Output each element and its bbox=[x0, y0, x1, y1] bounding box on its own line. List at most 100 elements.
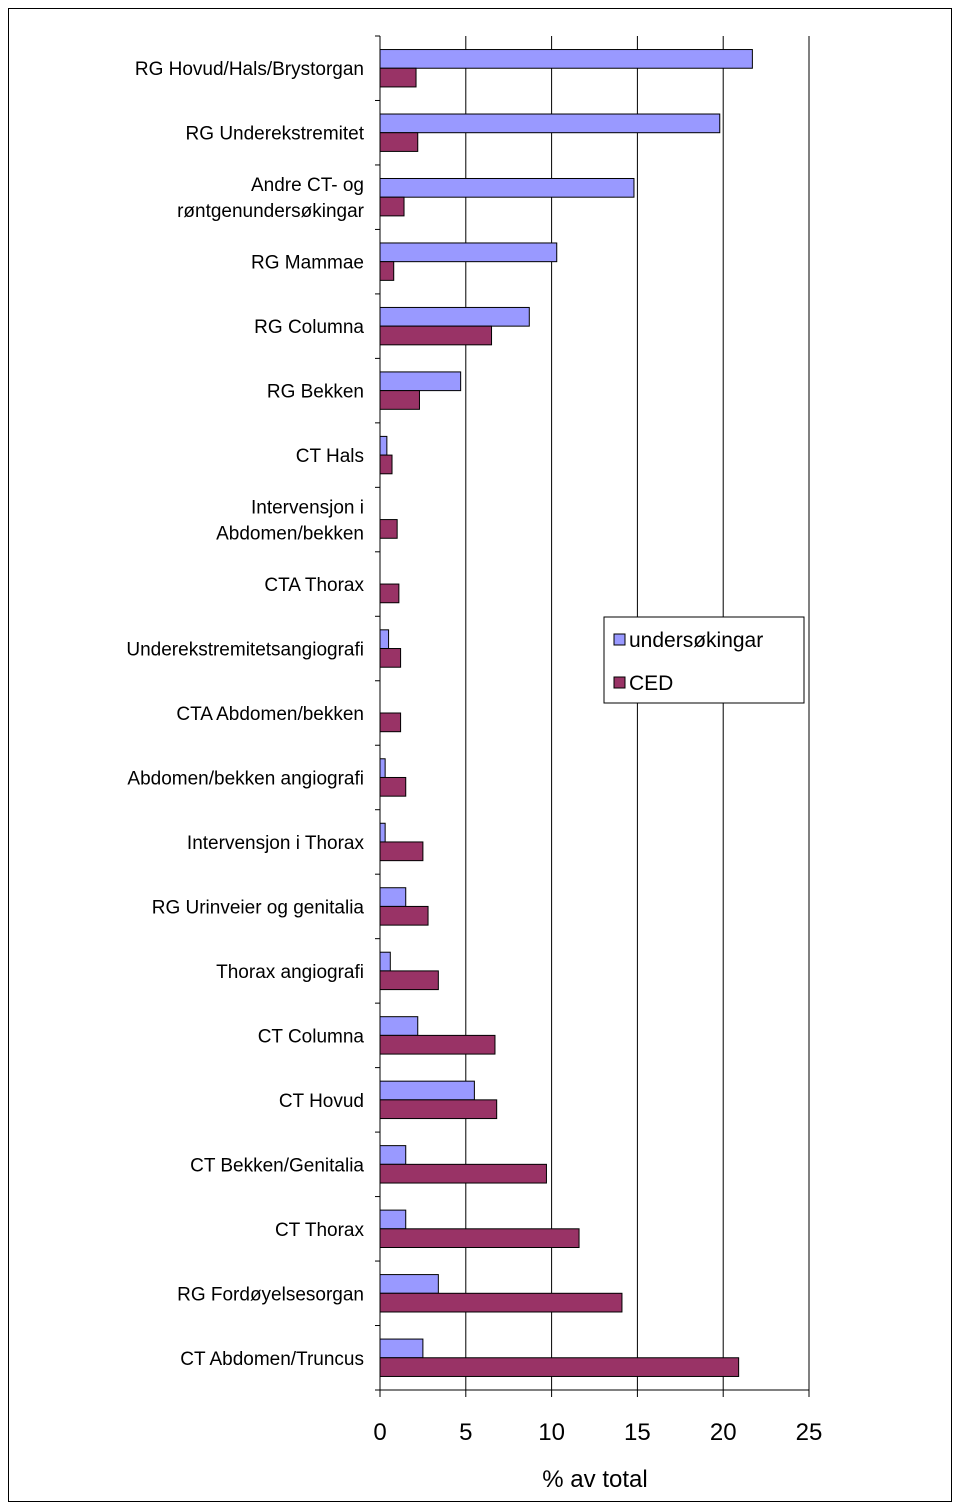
legend-box bbox=[603, 616, 805, 704]
bar-ced bbox=[379, 390, 420, 410]
chart-border bbox=[8, 8, 952, 1502]
bar-undersokingar bbox=[379, 49, 753, 69]
category-label: RG Underekstremitet bbox=[186, 124, 365, 145]
bar-undersokingar bbox=[379, 1338, 424, 1359]
bar-undersokingar bbox=[379, 1016, 419, 1036]
bar-ced bbox=[379, 970, 439, 991]
category-label: CTA Thorax bbox=[264, 575, 364, 596]
x-tick-label: 25 bbox=[796, 1419, 823, 1446]
category-label: CTA Abdomen/bekken bbox=[176, 704, 364, 725]
bar-ced bbox=[379, 261, 395, 281]
x-tick-label: 15 bbox=[624, 1419, 651, 1446]
category-label: CT Abdomen/Truncus bbox=[180, 1349, 364, 1370]
x-tick-label: 20 bbox=[710, 1419, 737, 1446]
bar-ced bbox=[379, 67, 417, 88]
category-label: Abdomen/bekken angiografi bbox=[127, 768, 364, 789]
bar-ced bbox=[379, 841, 424, 862]
category-label-line: RG Bekken bbox=[267, 382, 364, 403]
bar-undersokingar bbox=[379, 1274, 439, 1294]
bar-ced bbox=[379, 454, 393, 475]
bar-ced bbox=[379, 325, 493, 346]
category-label: CT Columna bbox=[258, 1026, 365, 1047]
bar-undersokingar bbox=[379, 1080, 475, 1101]
category-label: CT Hovud bbox=[279, 1091, 364, 1112]
category-label: RG Columna bbox=[254, 317, 364, 338]
legend-label-ced: CED bbox=[629, 672, 673, 695]
category-label-line: Abdomen/bekken angiografi bbox=[127, 768, 364, 789]
bar-ced bbox=[379, 1099, 498, 1120]
bar-ced bbox=[379, 905, 429, 926]
bar-ced bbox=[379, 583, 400, 604]
category-label: Andre CT- og røntgenundersøkingar bbox=[177, 175, 365, 222]
category-label-line: RG Underekstremitet bbox=[186, 124, 365, 145]
category-label: CT Hals bbox=[296, 446, 364, 467]
bar-ced bbox=[379, 132, 419, 152]
category-label-line: RG Columna bbox=[254, 317, 364, 338]
x-tick-labels: 0 5 10 15 20 25 bbox=[373, 1419, 822, 1446]
category-label: Underekstremitetsangiografi bbox=[126, 640, 364, 661]
x-tick-label: 5 bbox=[459, 1419, 472, 1446]
category-label: CT Thorax bbox=[275, 1220, 365, 1241]
bar-ced bbox=[379, 196, 405, 217]
bar-ced bbox=[379, 648, 402, 668]
category-label-line: CT Hovud bbox=[279, 1091, 364, 1112]
category-label-line: RG Fordøyelsesorgan bbox=[177, 1284, 364, 1305]
category-label: RG Fordøyelsesorgan bbox=[177, 1284, 364, 1305]
category-label: CT Bekken/Genitalia bbox=[190, 1155, 364, 1176]
category-label: RG Hovud/Hals/Brystorgan bbox=[135, 59, 364, 80]
category-label-line: Underekstremitetsangiografi bbox=[126, 640, 364, 661]
bar-undersokingar bbox=[379, 758, 386, 778]
category-label: Intervensjon i Thorax bbox=[187, 833, 365, 854]
x-tick-label: 0 bbox=[373, 1419, 386, 1446]
bar-ced bbox=[379, 1292, 623, 1313]
bars bbox=[379, 49, 753, 1377]
bar-ced bbox=[379, 776, 407, 797]
bar-ced bbox=[379, 1357, 740, 1377]
bar-undersokingar bbox=[379, 1145, 407, 1165]
category-label-line: Andre CT- og bbox=[251, 175, 364, 196]
bar-undersokingar bbox=[379, 113, 721, 134]
category-label: Intervensjon i Abdomen/bekken bbox=[216, 498, 364, 545]
bar-undersokingar bbox=[379, 887, 407, 907]
x-tick-label: 10 bbox=[538, 1419, 565, 1446]
bar-ced bbox=[379, 1163, 547, 1184]
category-label-line: CT Bekken/Genitalia bbox=[190, 1155, 364, 1176]
category-label-line: Intervensjon i bbox=[251, 498, 364, 519]
legend-swatch-undersokingar bbox=[613, 633, 626, 646]
legend-label-undersokingar: undersøkingar bbox=[629, 629, 763, 652]
category-label: RG Urinveier og genitalia bbox=[152, 897, 365, 918]
category-label-line: CT Columna bbox=[258, 1026, 365, 1047]
x-axis-title: % av total bbox=[542, 1466, 647, 1493]
category-label-line: CTA Thorax bbox=[264, 575, 364, 596]
bar-undersokingar bbox=[379, 177, 635, 198]
bar-undersokingar bbox=[379, 435, 388, 456]
category-label-line: CTA Abdomen/bekken bbox=[176, 704, 364, 725]
bar-ced bbox=[379, 712, 402, 733]
legend: undersøkingar CED bbox=[603, 616, 805, 704]
category-label-line: RG Hovud/Hals/Brystorgan bbox=[135, 59, 364, 80]
category-label-line: RG Urinveier og genitalia bbox=[152, 897, 365, 918]
category-labels: RG Hovud/Hals/Brystorgan RG Underekstremi… bbox=[126, 59, 364, 1370]
bar-undersokingar bbox=[379, 242, 558, 263]
bar-ced bbox=[379, 1034, 496, 1055]
bar-undersokingar bbox=[379, 822, 386, 843]
bar-ced bbox=[379, 519, 398, 539]
category-label-line: Thorax angiografi bbox=[216, 962, 364, 983]
category-label-line: Abdomen/bekken bbox=[216, 524, 364, 545]
category-label-line: røntgenundersøkingar bbox=[177, 201, 365, 222]
category-label-line: CT Hals bbox=[296, 446, 364, 467]
bar-undersokingar bbox=[379, 629, 390, 650]
category-label: Thorax angiografi bbox=[216, 962, 364, 983]
category-label-line: RG Mammae bbox=[251, 253, 364, 274]
category-label-line: CT Abdomen/Truncus bbox=[180, 1349, 364, 1370]
category-label-line: CT Thorax bbox=[275, 1220, 365, 1241]
category-label-line: Intervensjon i Thorax bbox=[187, 833, 365, 854]
category-label: RG Bekken bbox=[267, 382, 364, 403]
bar-undersokingar bbox=[379, 371, 462, 392]
category-label: RG Mammae bbox=[251, 253, 364, 274]
bar-undersokingar bbox=[379, 306, 530, 327]
bar-ced bbox=[379, 1228, 580, 1249]
bar-undersokingar bbox=[379, 951, 391, 972]
legend-swatch-ced bbox=[613, 676, 626, 689]
